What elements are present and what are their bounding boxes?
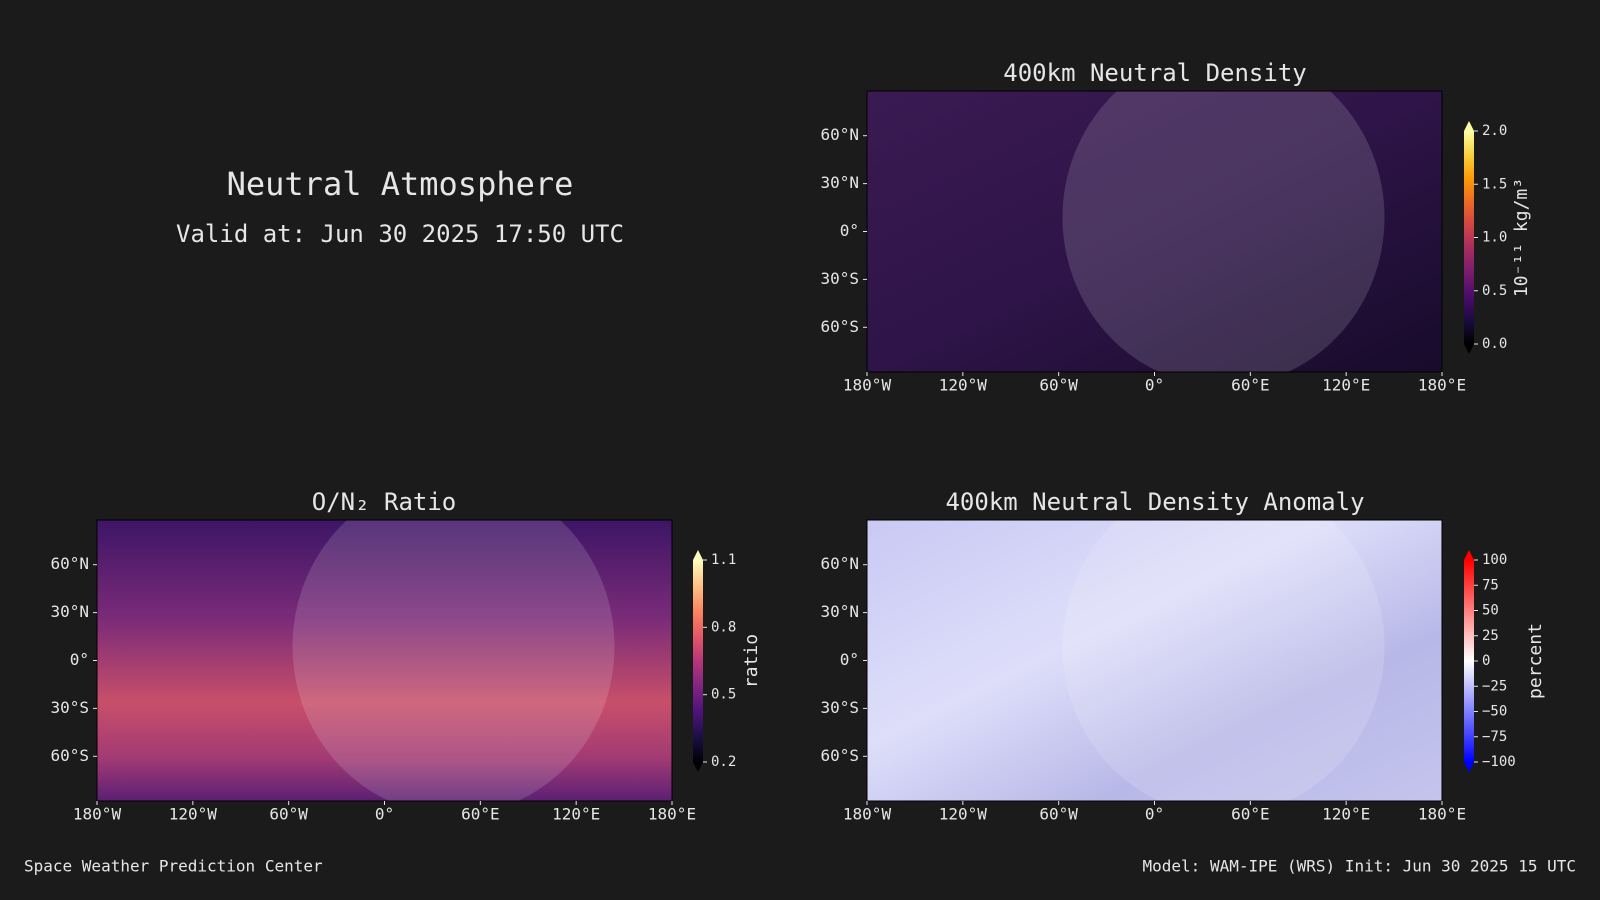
lon-tick-label: 120°E	[1322, 805, 1370, 824]
colorbar	[693, 560, 703, 762]
day-side	[1062, 91, 1385, 372]
colorbar-tick-label: 75	[1482, 577, 1499, 593]
map-field	[867, 91, 1442, 372]
colorbar-tick-label: 2.0	[1482, 123, 1507, 139]
colorbar-tick-label: 0	[1482, 653, 1490, 669]
lat-tick-label: 60°N	[820, 125, 859, 144]
lon-tick-label: 60°E	[461, 805, 500, 824]
lon-tick-label: 120°E	[1322, 376, 1370, 395]
lat-tick-label: 0°	[840, 221, 859, 240]
lon-tick-label: 60°E	[1231, 376, 1270, 395]
panel-title: O/N₂ Ratio	[312, 488, 457, 516]
panel-title: 400km Neutral Density Anomaly	[945, 488, 1364, 516]
colorbar-tick-label: −25	[1482, 678, 1507, 694]
footer-left: Space Weather Prediction Center	[24, 857, 323, 876]
colorbar-tick-label: 1.0	[1482, 230, 1507, 246]
colorbar-tick-label: −75	[1482, 729, 1507, 745]
lon-tick-label: 0°	[1145, 805, 1164, 824]
colorbar-tick-label: 0.0	[1482, 336, 1507, 352]
colorbar-tick-label: 1.5	[1482, 176, 1507, 192]
colorbar-tick-label: −100	[1482, 754, 1516, 770]
lon-tick-label: 180°E	[648, 805, 696, 824]
lon-tick-label: 0°	[375, 805, 394, 824]
map-field	[867, 520, 1442, 801]
panel-title: 400km Neutral Density	[1003, 59, 1306, 87]
lat-tick-label: 60°N	[820, 554, 859, 573]
footer-right: Model: WAM-IPE (WRS) Init: Jun 30 2025 1…	[1143, 857, 1576, 876]
colorbar-extend	[1464, 762, 1474, 772]
map-panel: 400km Neutral Density 180°W 120°W 60°W 0° 60°…	[820, 59, 1532, 395]
colorbar	[1464, 131, 1474, 344]
lon-tick-label: 180°W	[843, 376, 892, 395]
lon-tick-label: 180°E	[1418, 805, 1466, 824]
lon-tick-label: 0°	[1145, 376, 1164, 395]
colorbar-tick-label: 50	[1482, 603, 1499, 619]
colorbar-extend	[693, 762, 703, 772]
lon-tick-label: 120°E	[552, 805, 600, 824]
colorbar-extend	[1464, 550, 1474, 560]
valid-time: Valid at: Jun 30 2025 17:50 UTC	[176, 220, 624, 248]
lon-tick-label: 120°W	[939, 805, 988, 824]
day-side	[1062, 520, 1385, 801]
lon-tick-label: 60°W	[1039, 805, 1078, 824]
lat-tick-label: 30°S	[50, 698, 89, 717]
colorbar-label: percent	[1525, 623, 1546, 699]
colorbar-tick-label: 0.2	[711, 754, 736, 770]
lat-tick-label: 60°S	[820, 746, 859, 765]
lat-tick-label: 0°	[70, 650, 89, 669]
lat-tick-label: 30°N	[820, 602, 859, 621]
lon-tick-label: 180°W	[73, 805, 122, 824]
colorbar	[1464, 560, 1474, 762]
colorbar-label: ratio	[741, 634, 762, 688]
map-panel: 400km Neutral Density Anomaly 180°W 120°W 6…	[820, 488, 1546, 824]
map-field	[97, 520, 672, 801]
lon-tick-label: 60°W	[269, 805, 308, 824]
page-title: Neutral Atmosphere	[227, 165, 574, 203]
lat-tick-label: 30°S	[820, 698, 859, 717]
map-panel: O/N₂ Ratio 180°W 120°W 60°W 0° 60°E 120°E 180°E…	[50, 488, 762, 824]
colorbar-extend	[693, 550, 703, 560]
day-side	[292, 520, 615, 801]
colorbar-extend	[1464, 121, 1474, 131]
colorbar-tick-label: 25	[1482, 628, 1499, 644]
colorbar-tick-label: −50	[1482, 704, 1507, 720]
lon-tick-label: 120°W	[939, 376, 988, 395]
colorbar-tick-label: 0.8	[711, 619, 736, 635]
lat-tick-label: 60°S	[820, 317, 859, 336]
lon-tick-label: 120°W	[169, 805, 218, 824]
lon-tick-label: 60°E	[1231, 805, 1270, 824]
colorbar-extend	[1464, 344, 1474, 354]
lat-tick-label: 30°S	[820, 269, 859, 288]
lat-tick-label: 60°N	[50, 554, 89, 573]
lat-tick-label: 60°S	[50, 746, 89, 765]
colorbar-tick-label: 0.5	[1482, 283, 1507, 299]
lat-tick-label: 30°N	[820, 173, 859, 192]
colorbar-label: 10⁻¹¹ kg/m³	[1511, 178, 1532, 297]
colorbar-tick-label: 1.1	[711, 552, 736, 568]
lon-tick-label: 60°W	[1039, 376, 1078, 395]
lon-tick-label: 180°E	[1418, 376, 1466, 395]
lat-tick-label: 30°N	[50, 602, 89, 621]
lon-tick-label: 180°W	[843, 805, 892, 824]
colorbar-tick-label: 100	[1482, 552, 1507, 568]
lat-tick-label: 0°	[840, 650, 859, 669]
colorbar-tick-label: 0.5	[711, 687, 736, 703]
